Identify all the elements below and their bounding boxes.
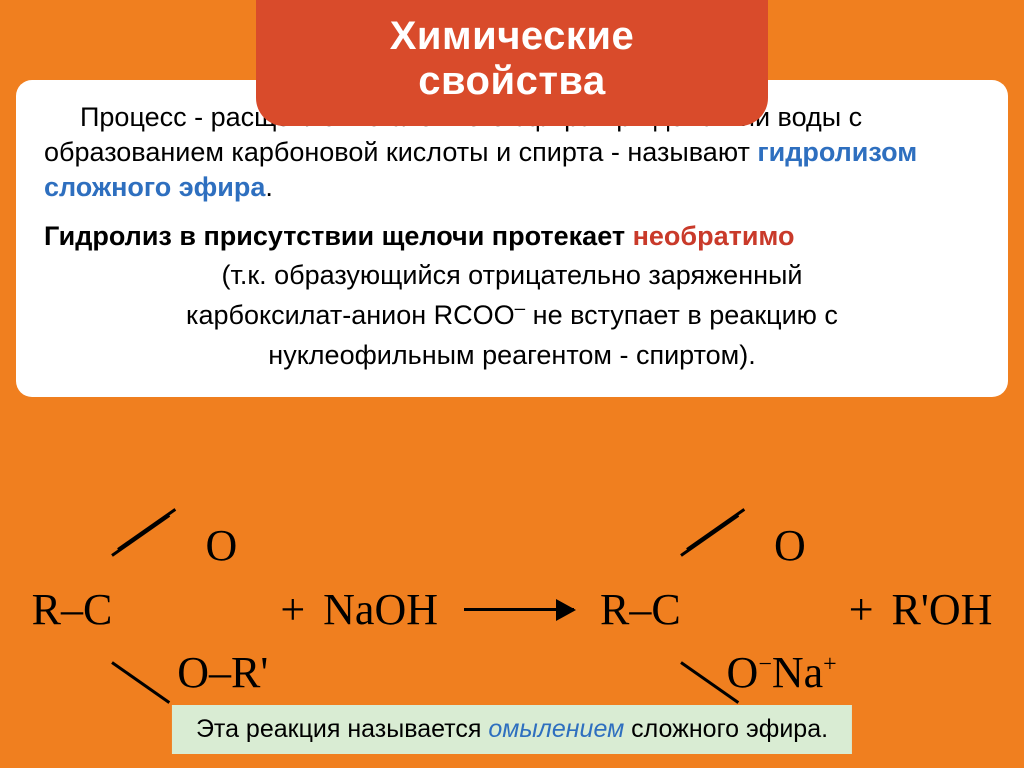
paragraph-2-line2: (т.к. образующийся отрицательно заряженн… [44,258,980,293]
reagent-naoh: NaOH [323,584,438,635]
ester-branches: O O–R' [112,534,262,684]
para2-pre: Гидролиз в присутствии щелочи протекает [44,221,633,251]
para1-tail: . [265,172,273,202]
slide-title: Химические свойства [256,0,768,126]
carboxylate-ona-bottom: O−Na+ [727,647,837,698]
paragraph-2-line1: Гидролиз в присутствии щелочи протекает … [44,219,980,254]
paragraph-2-line4: нуклеофильным реагентом - спиртом). [44,338,980,373]
product-alcohol: R'OH [892,584,993,635]
plus-1: + [280,584,305,635]
carboxylate-stem: R–C [600,584,681,635]
slide-title-text: Химические свойства [390,14,635,103]
para2-anion-a: карбоксилат-анион RCOO [186,300,515,330]
product-carboxylate: R–C O O−Na+ [600,534,831,684]
ona-minus: − [758,651,772,677]
content-card: Процесс - расщепление сложного эфира при… [16,80,1008,397]
para2-anion-sup: – [515,298,526,319]
carboxylate-branches: O O−Na+ [681,534,831,684]
carboxylate-o-top: O [774,520,806,571]
para2-post-line1: (т.к. образующийся отрицательно заряженн… [221,260,802,290]
bond-double-b [117,508,176,551]
bond-single [111,661,170,704]
ona-plus: + [823,651,837,677]
reactant-ester: R–C O O–R' [32,534,263,684]
ona-pre: O [727,648,759,697]
ester-o-top: O [206,520,238,571]
bond-double-b2 [686,508,745,551]
ester-stem: R–C [32,584,113,635]
caption-box: Эта реакция называется омылением сложног… [172,705,852,754]
caption-post: сложного эфира. [624,715,828,743]
para2-post-line3: нуклеофильным реагентом - спиртом). [268,340,755,370]
paragraph-2-line3: карбоксилат-анион RCOO– не вступает в ре… [44,297,980,333]
caption-pre: Эта реакция называется [196,715,488,743]
plus-2: + [849,584,874,635]
ona-na: Na [772,648,823,697]
reaction-scheme: R–C O O–R' + NaOH R–C O O−Na+ [16,524,1008,694]
para2-highlight: необратимо [633,221,795,251]
slide-body: Процесс - расщепление сложного эфира при… [0,0,1024,768]
para2-anion-b: не вступает в реакцию с [525,300,838,330]
reaction-arrow [464,608,574,611]
caption-emphasis: омылением [488,715,624,743]
ester-or-bottom: O–R' [177,647,268,698]
